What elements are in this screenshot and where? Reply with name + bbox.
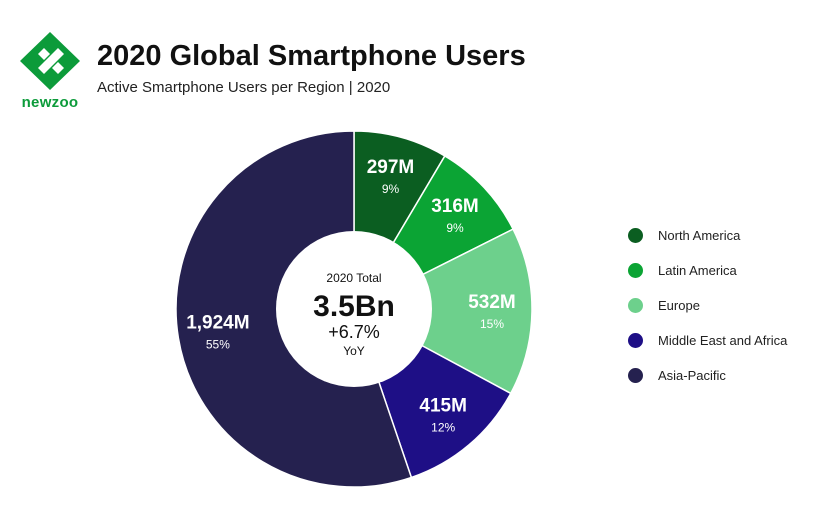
legend-item: Asia-Pacific (628, 358, 787, 393)
legend-item: North America (628, 218, 787, 253)
slice-percent-label: 9% (382, 182, 400, 196)
center-growth-label: YoY (343, 344, 365, 358)
slice-europe (352, 228, 533, 395)
legend-label: North America (658, 228, 741, 243)
legend-item: Middle East and Africa (628, 323, 787, 358)
logo-wordmark: newzoo (21, 94, 79, 111)
legend-item: Latin America (628, 253, 787, 288)
legend-swatch (628, 228, 643, 243)
page-title: 2020 Global Smartphone Users (97, 40, 526, 72)
slice-value-label: 316M (431, 196, 479, 217)
slice-value-label: 1,924M (186, 313, 249, 334)
chart-legend: North America Latin America Europe Middle E… (628, 218, 787, 393)
logo-stripe-icon (38, 48, 50, 60)
legend-label: Latin America (658, 263, 737, 278)
legend-label: Europe (658, 298, 700, 313)
legend-label: Asia-Pacific (658, 368, 726, 383)
newzoo-logo-mark (20, 32, 80, 90)
slice-value-label: 297M (367, 157, 415, 178)
slice-value-label: 532M (468, 292, 516, 313)
newzoo-logo: newzoo (14, 30, 86, 112)
page-subtitle: Active Smartphone Users per Region | 202… (97, 79, 391, 96)
logo-stripe-icon (38, 48, 64, 74)
donut-center-hole (276, 231, 432, 387)
legend-swatch (628, 333, 643, 348)
slice-labels: 297M 9% 316M 9% 532M 15% 415M 12% 1,924M 55% (186, 157, 516, 434)
legend-swatch (628, 368, 643, 383)
legend-item: Europe (628, 288, 787, 323)
logo-stripe-icon (52, 62, 64, 74)
center-total-label: 2020 Total (326, 271, 381, 285)
slice-percent-label: 9% (446, 221, 464, 235)
center-growth-value: +6.7% (328, 322, 380, 342)
center-total-value: 3.5Bn (313, 290, 395, 323)
legend-swatch (628, 263, 643, 278)
slice-percent-label: 12% (431, 420, 455, 434)
slice-percent-label: 55% (206, 338, 230, 352)
legend-swatch (628, 298, 643, 313)
slice-percent-label: 15% (480, 317, 504, 331)
slice-value-label: 415M (419, 395, 467, 416)
legend-label: Middle East and Africa (658, 333, 788, 348)
